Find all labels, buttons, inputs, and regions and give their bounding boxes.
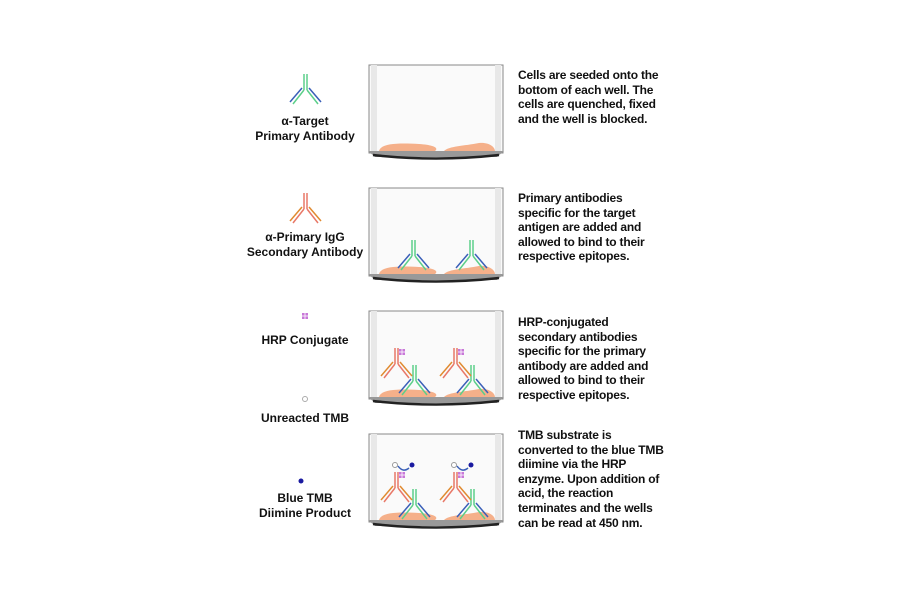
primary-antibody-label-line1: α-Target [281, 114, 329, 128]
primary-antibody-icon [289, 73, 322, 105]
step-3-description: HRP-conjugated secondary antibodies spec… [518, 315, 649, 402]
well-step-4 [366, 432, 506, 529]
blue-tmb-label: Blue TMB Diimine Product [235, 491, 375, 521]
primary-antibody-label: α-Target Primary Antibody [235, 114, 375, 144]
secondary-antibody-label-line2: Secondary Antibody [246, 245, 364, 259]
secondary-antibody-label-line1: α-Primary IgG [265, 230, 345, 244]
hrp-conjugate-icon [301, 312, 309, 320]
hrp-conjugate-label: HRP Conjugate [261, 333, 349, 347]
unreacted-tmb-label: Unreacted TMB [260, 411, 349, 425]
step-2-description: Primary antibodies specific for the targ… [518, 191, 645, 264]
primary-antibody-label-line2: Primary Antibody [255, 129, 355, 143]
step-1-description: Cells are seeded onto the bottom of each… [518, 68, 659, 126]
blue-tmb-icon [298, 478, 304, 484]
well-step-3 [366, 309, 506, 406]
well-step-2 [366, 186, 506, 283]
step-4-description: TMB substrate is converted to the blue T… [518, 428, 664, 530]
blue-tmb-label-line2: Diimine Product [258, 506, 351, 520]
unreacted-tmb-icon [302, 396, 308, 402]
blue-tmb-label-line1: Blue TMB [277, 491, 333, 505]
secondary-antibody-label: α-Primary IgG Secondary Antibody [235, 230, 375, 260]
secondary-antibody-icon [289, 192, 322, 224]
well-step-1 [366, 63, 506, 160]
